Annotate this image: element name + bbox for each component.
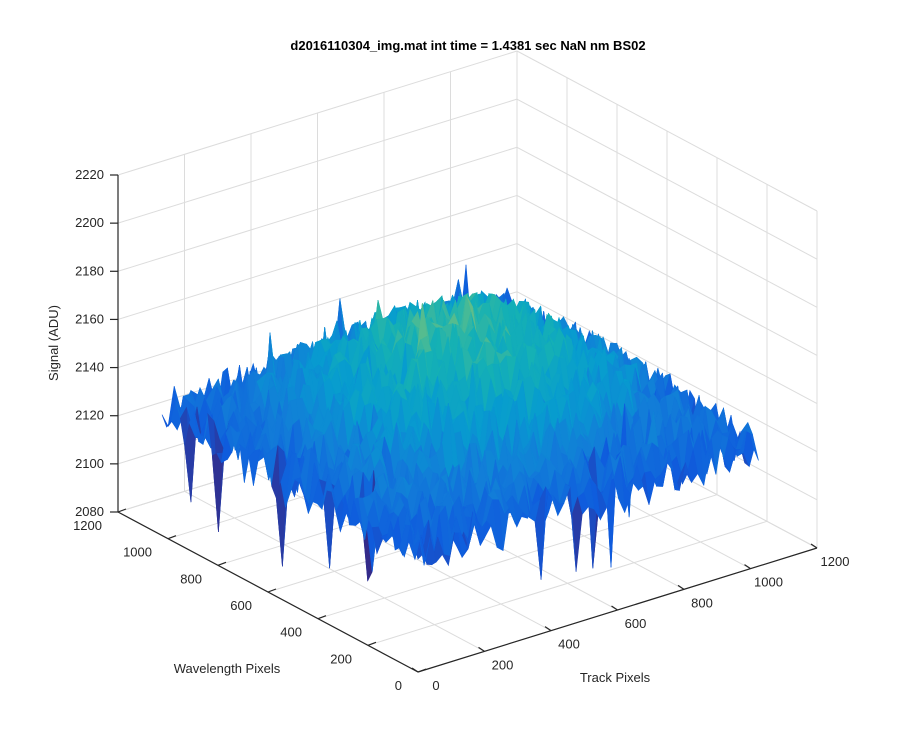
side-wall-grid-line [516, 50, 818, 212]
y-axis-tick [367, 641, 377, 646]
x-tick-label: 0 [432, 678, 439, 693]
floor-grid-line [367, 520, 768, 646]
x-axis-tick [677, 584, 685, 590]
y-axis-tick [117, 508, 127, 513]
side-wall-grid-line [516, 146, 818, 308]
y-axis-tick [317, 615, 327, 620]
z-tick-label: 2200 [75, 215, 104, 230]
side-wall-grid-line [516, 291, 818, 453]
side-wall-grid-line [516, 98, 818, 260]
z-tick-label: 2080 [75, 504, 104, 519]
y-tick-label: 1200 [73, 518, 102, 533]
z-axis-label: Signal (ADU) [46, 305, 61, 381]
x-axis-tick [544, 626, 552, 632]
y-axis-label: Wavelength Pixels [174, 661, 281, 676]
z-tick-label: 2180 [75, 263, 104, 278]
y-axis-tick [167, 535, 177, 540]
back-wall-grid-line [117, 194, 518, 320]
x-axis-tick [744, 564, 751, 570]
y-tick-label: 400 [280, 625, 302, 640]
back-wall-grid-line [117, 50, 518, 176]
y-axis-tick [217, 561, 227, 566]
y-tick-label: 0 [395, 678, 402, 693]
back-wall-grid-line [117, 98, 518, 224]
y-tick-label: 800 [180, 571, 202, 586]
y-tick-label: 600 [230, 598, 252, 613]
x-axis-tick [810, 543, 818, 549]
y-tick-label: 1000 [123, 545, 152, 560]
floor-grid-line [317, 494, 718, 620]
x-tick-label: 800 [691, 595, 713, 610]
z-tick-label: 2220 [75, 167, 104, 182]
x-axis-tick [411, 667, 419, 673]
x-tick-label: 400 [558, 637, 580, 652]
y-axis-tick [267, 588, 277, 593]
x-tick-label: 600 [625, 616, 647, 631]
z-tick-label: 2160 [75, 311, 104, 326]
x-axis-tick [478, 646, 485, 652]
x-axis-tick [611, 605, 618, 611]
z-tick-label: 2100 [75, 456, 104, 471]
x-tick-label: 1000 [754, 575, 783, 590]
back-wall-grid-line [117, 146, 518, 272]
y-tick-label: 200 [330, 651, 352, 666]
z-tick-label: 2120 [75, 408, 104, 423]
x-tick-label: 200 [492, 657, 514, 672]
x-tick-label: 1200 [821, 554, 850, 569]
surface-mesh [161, 264, 759, 582]
side-wall-grid-line [516, 194, 818, 356]
back-wall-grid-line [117, 243, 518, 369]
x-axis-label: Track Pixels [580, 670, 651, 685]
side-wall-grid-line [516, 243, 818, 405]
chart-title: d2016110304_img.mat int time = 1.4381 se… [290, 38, 645, 53]
z-tick-label: 2140 [75, 360, 104, 375]
